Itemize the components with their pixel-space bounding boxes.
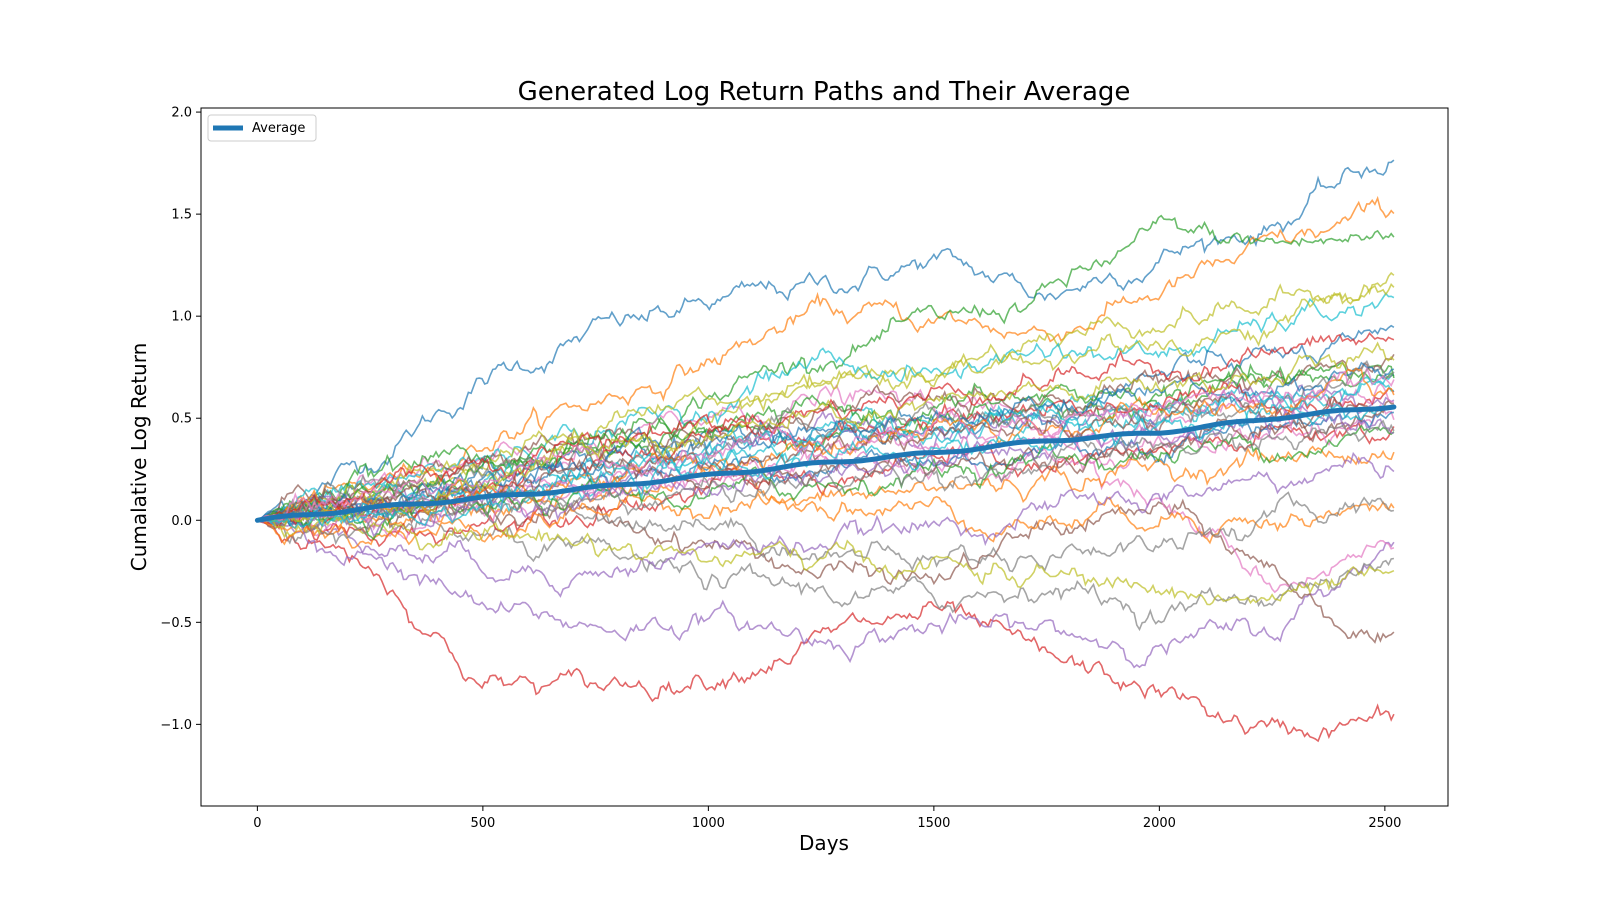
legend-frame [207, 114, 317, 142]
x-tick-label: 2500 [1368, 816, 1401, 831]
generated-paths [256, 159, 1395, 743]
path-line [257, 354, 1395, 522]
legend: Average [207, 114, 317, 142]
y-tick-label: 0.5 [171, 412, 192, 427]
average-series [254, 404, 1397, 523]
plot-frame [200, 107, 1449, 807]
x-tick-label: 1500 [917, 816, 950, 831]
path-line [257, 407, 1394, 529]
x-tick-label: 500 [470, 816, 495, 831]
path-line [257, 341, 1395, 529]
path-line [257, 359, 1395, 527]
path-line [257, 451, 1395, 598]
legend-label-average: Average [252, 121, 305, 136]
path-line [257, 282, 1395, 522]
path-line [257, 445, 1395, 549]
y-axis-title: Cumalative Log Return [127, 343, 151, 572]
y-tick-label: 1.0 [171, 310, 192, 325]
y-tick-label: −1.0 [160, 718, 192, 733]
x-axis: 0 500 1000 1500 2000 2500 [253, 806, 1401, 831]
y-tick-label: 0.0 [171, 514, 192, 529]
path-line [256, 159, 1395, 521]
path-line [257, 390, 1394, 529]
x-tick-label: 0 [253, 816, 261, 831]
path-line [257, 366, 1395, 522]
path-line [257, 518, 1395, 669]
path-line [257, 519, 1395, 743]
path-line [256, 361, 1395, 521]
x-tick-label: 1000 [692, 816, 725, 831]
x-tick-label: 2000 [1143, 816, 1176, 831]
x-axis-title: Days [799, 831, 849, 855]
y-tick-label: 1.5 [171, 208, 192, 223]
y-tick-label: 2.0 [171, 106, 192, 121]
path-line [257, 376, 1394, 522]
chart-title: Generated Log Return Paths and Their Ave… [518, 77, 1131, 107]
path-line [257, 507, 1395, 606]
y-axis: −1.0 −0.5 0.0 0.5 1.0 1.5 2.0 [160, 106, 201, 733]
path-line [257, 361, 1395, 522]
path-line [257, 419, 1395, 546]
y-tick-label: −0.5 [160, 616, 192, 631]
average-line [254, 404, 1397, 523]
path-line [257, 292, 1395, 522]
